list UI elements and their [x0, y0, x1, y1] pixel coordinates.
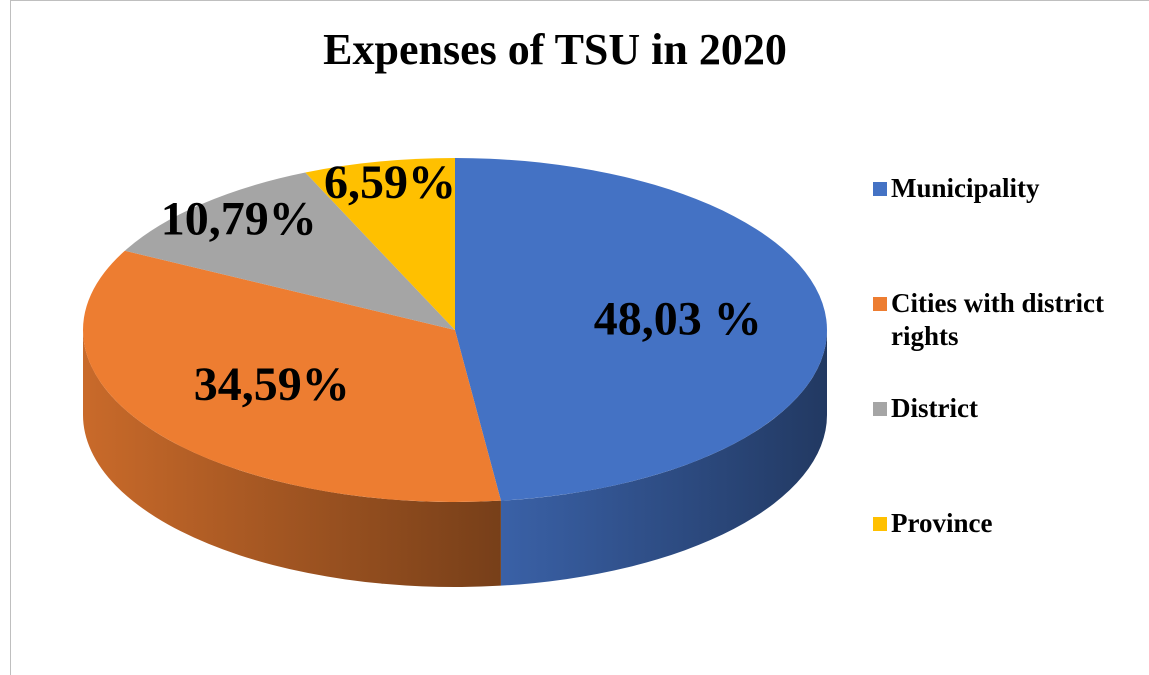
legend-label: Municipality — [891, 173, 1040, 203]
legend-item: Municipality — [873, 172, 1143, 205]
legend-item: Province — [873, 507, 1143, 540]
legend-label: Cities with district rights — [891, 288, 1104, 351]
slice-side — [500, 330, 827, 586]
legend-swatch — [873, 402, 887, 416]
data-label: 10,79% — [161, 192, 317, 245]
legend-swatch — [873, 297, 887, 311]
chart-title: Expenses of TSU in 2020 — [323, 25, 787, 74]
slice — [83, 250, 501, 503]
legend-label: Province — [891, 508, 993, 538]
legend-swatch — [873, 517, 887, 531]
legend-item: Cities with district rights — [873, 287, 1143, 353]
legend-swatch — [873, 182, 887, 196]
data-label: 34,59% — [194, 358, 350, 411]
slice — [455, 158, 827, 501]
slice — [305, 158, 455, 330]
data-label: 6,59% — [324, 156, 456, 209]
data-label: 48,03 % — [594, 293, 762, 346]
legend-item: District — [873, 392, 1143, 425]
slice-side — [83, 330, 501, 587]
slice — [124, 172, 455, 330]
legend-label: District — [891, 393, 978, 423]
chart-frame — [10, 0, 1149, 675]
